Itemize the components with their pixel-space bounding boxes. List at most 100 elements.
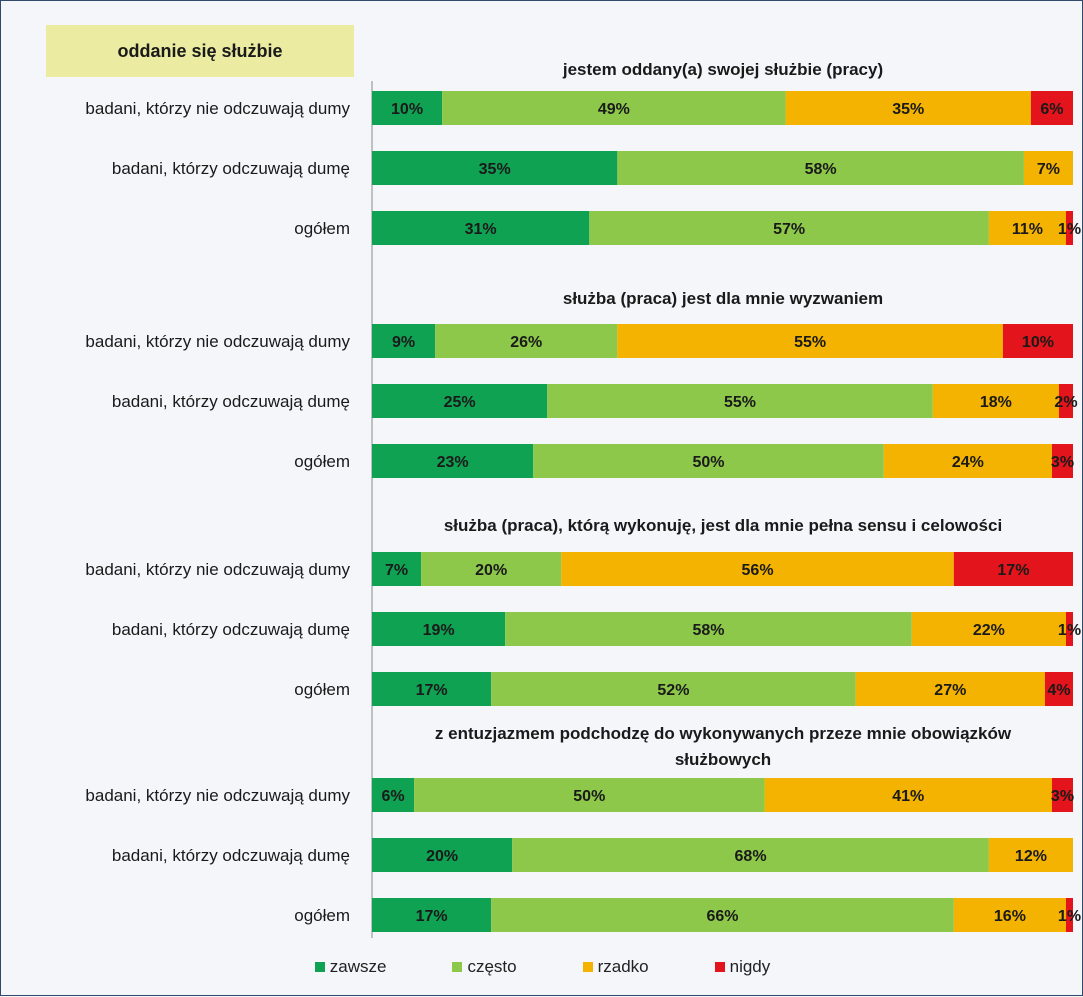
data-label: 66% (706, 908, 738, 925)
bar-segment-nigdy (1058, 384, 1073, 418)
data-label: 17% (997, 562, 1029, 579)
data-label: 23% (437, 454, 469, 471)
bar-segment-często (589, 211, 989, 245)
bar-segment-rzadko (764, 778, 1052, 812)
data-label: 55% (724, 394, 756, 411)
bar-segment-często (533, 444, 884, 478)
data-label: 1% (1058, 221, 1081, 238)
legend-label: rzadko (597, 957, 649, 976)
bar-segment-często (491, 898, 954, 932)
legend-item-zawsze: zawsze (314, 957, 387, 977)
bar-segment-często (505, 612, 912, 646)
data-label: 6% (381, 788, 404, 805)
data-label: 17% (416, 908, 448, 925)
data-label: 52% (657, 682, 689, 699)
legend-label: często (467, 957, 517, 976)
data-label: 1% (1058, 908, 1081, 925)
group-title: jestem oddany(a) swojej służbie (pracy) (562, 60, 883, 79)
bar-segment-rzadko (785, 91, 1031, 125)
data-label: 25% (444, 394, 476, 411)
data-label: 17% (416, 682, 448, 699)
data-label: 7% (1037, 161, 1060, 178)
category-label: badani, którzy odczuwają dumę (112, 159, 350, 178)
data-label: 22% (973, 622, 1005, 639)
data-label: 19% (423, 622, 455, 639)
legend-swatch (452, 962, 463, 972)
bar-segment-rzadko (561, 552, 954, 586)
bar-segment-zawsze (372, 324, 436, 358)
legend-swatch (714, 962, 725, 972)
bar-segment-często (421, 552, 562, 586)
bar-segment-zawsze (372, 778, 415, 812)
bar-segment-nigdy (1051, 444, 1073, 478)
data-label: 1% (1058, 622, 1081, 639)
bar-segment-nigdy (1002, 324, 1073, 358)
data-label: 31% (465, 221, 497, 238)
bar-segment-często (617, 151, 1024, 185)
data-label: 26% (510, 334, 542, 351)
data-label: 50% (692, 454, 724, 471)
category-label: ogółem (294, 452, 350, 471)
bar-segment-rzadko (953, 898, 1066, 932)
data-label: 24% (952, 454, 984, 471)
data-label: 12% (1015, 848, 1047, 865)
legend-swatch (314, 962, 325, 972)
bar-segment-nigdy (1065, 612, 1073, 646)
category-label: badani, którzy nie odczuwają dumy (85, 99, 350, 118)
data-label: 55% (794, 334, 826, 351)
bar-segment-zawsze (372, 838, 513, 872)
bar-segment-rzadko (911, 612, 1066, 646)
data-label: 3% (1051, 454, 1074, 471)
group-title: z entuzjazmem podchodzę do wykonywanych … (435, 724, 1012, 743)
data-label: 10% (1022, 334, 1054, 351)
bar-segment-zawsze (372, 151, 618, 185)
legend: zawsze często rzadko nigdy (1, 957, 1083, 977)
bar-segment-zawsze (372, 672, 492, 706)
data-label: 58% (805, 161, 837, 178)
bar-segment-zawsze (372, 552, 422, 586)
bar-segment-zawsze (372, 91, 443, 125)
data-label: 6% (1040, 101, 1063, 118)
data-label: 41% (892, 788, 924, 805)
group-title: służbowych (675, 750, 771, 769)
bar-segment-nigdy (953, 552, 1073, 586)
bar-segment-często (547, 384, 933, 418)
legend-swatch (582, 962, 593, 972)
bar-segment-zawsze (372, 898, 492, 932)
group-title: służba (praca), którą wykonuję, jest dla… (444, 516, 1002, 535)
legend-label: zawsze (329, 957, 387, 976)
bar-segment-zawsze (372, 384, 548, 418)
data-label: 2% (1054, 394, 1077, 411)
bar-segment-często (435, 324, 618, 358)
bar-segment-często (512, 838, 989, 872)
bar-segment-nigdy (1065, 898, 1073, 932)
bar-segment-często (442, 91, 786, 125)
category-label: ogółem (294, 219, 350, 238)
category-label: badani, którzy nie odczuwają dumy (85, 332, 350, 351)
chart-badge: oddanie się służbie (46, 25, 354, 77)
data-label: 4% (1047, 682, 1070, 699)
data-label: 49% (598, 101, 630, 118)
data-label: 50% (573, 788, 605, 805)
bar-segment-rzadko (932, 384, 1059, 418)
bar-segment-często (491, 672, 856, 706)
legend-item-rzadko: rzadko (582, 957, 649, 977)
bar-segment-rzadko (617, 324, 1003, 358)
bar-segment-zawsze (372, 211, 590, 245)
data-label: 68% (735, 848, 767, 865)
data-label: 10% (391, 101, 423, 118)
data-label: 27% (934, 682, 966, 699)
category-label: badani, którzy nie odczuwają dumy (85, 786, 350, 805)
data-label: 35% (892, 101, 924, 118)
data-label: 20% (475, 562, 507, 579)
bar-segment-rzadko (855, 672, 1045, 706)
data-label: 58% (692, 622, 724, 639)
group-title: służba (praca) jest dla mnie wyzwaniem (563, 289, 883, 308)
bar-segment-rzadko (988, 211, 1066, 245)
category-label: badani, którzy odczuwają dumę (112, 620, 350, 639)
bar-segment-nigdy (1030, 91, 1073, 125)
data-label: 16% (994, 908, 1026, 925)
data-label: 18% (980, 394, 1012, 411)
